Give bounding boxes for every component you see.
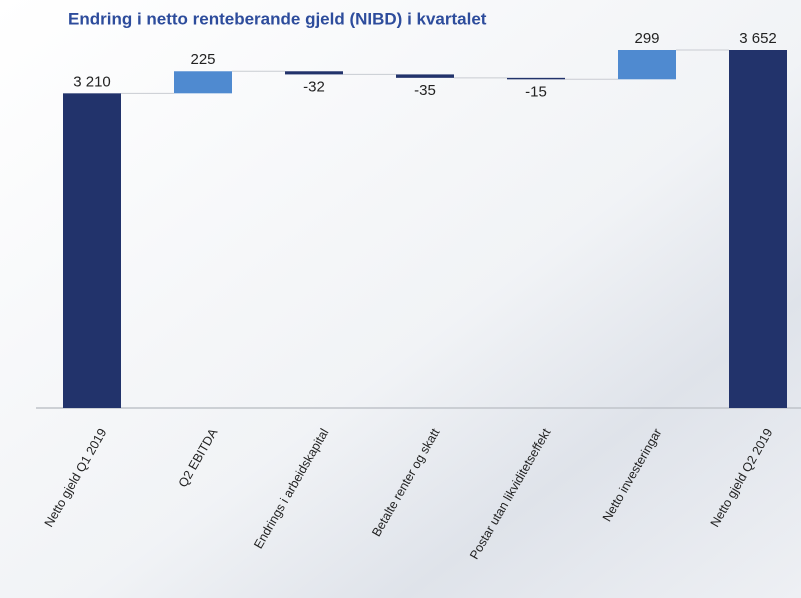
- delta-bar: [396, 74, 454, 78]
- value-label: -32: [303, 78, 325, 95]
- value-label: -35: [414, 82, 436, 99]
- value-label: -15: [525, 83, 547, 100]
- chart-title: Endring i netto renteberande gjeld (NIBD…: [68, 9, 487, 28]
- value-label: 225: [190, 51, 215, 68]
- value-label: 299: [634, 30, 659, 47]
- value-label: 3 652: [739, 30, 777, 47]
- delta-bar: [618, 50, 676, 80]
- total-bar: [729, 50, 787, 408]
- delta-bar: [285, 71, 343, 75]
- delta-bar: [174, 71, 232, 94]
- total-bar: [63, 93, 121, 409]
- value-label: 3 210: [73, 73, 111, 90]
- delta-bar: [507, 77, 565, 80]
